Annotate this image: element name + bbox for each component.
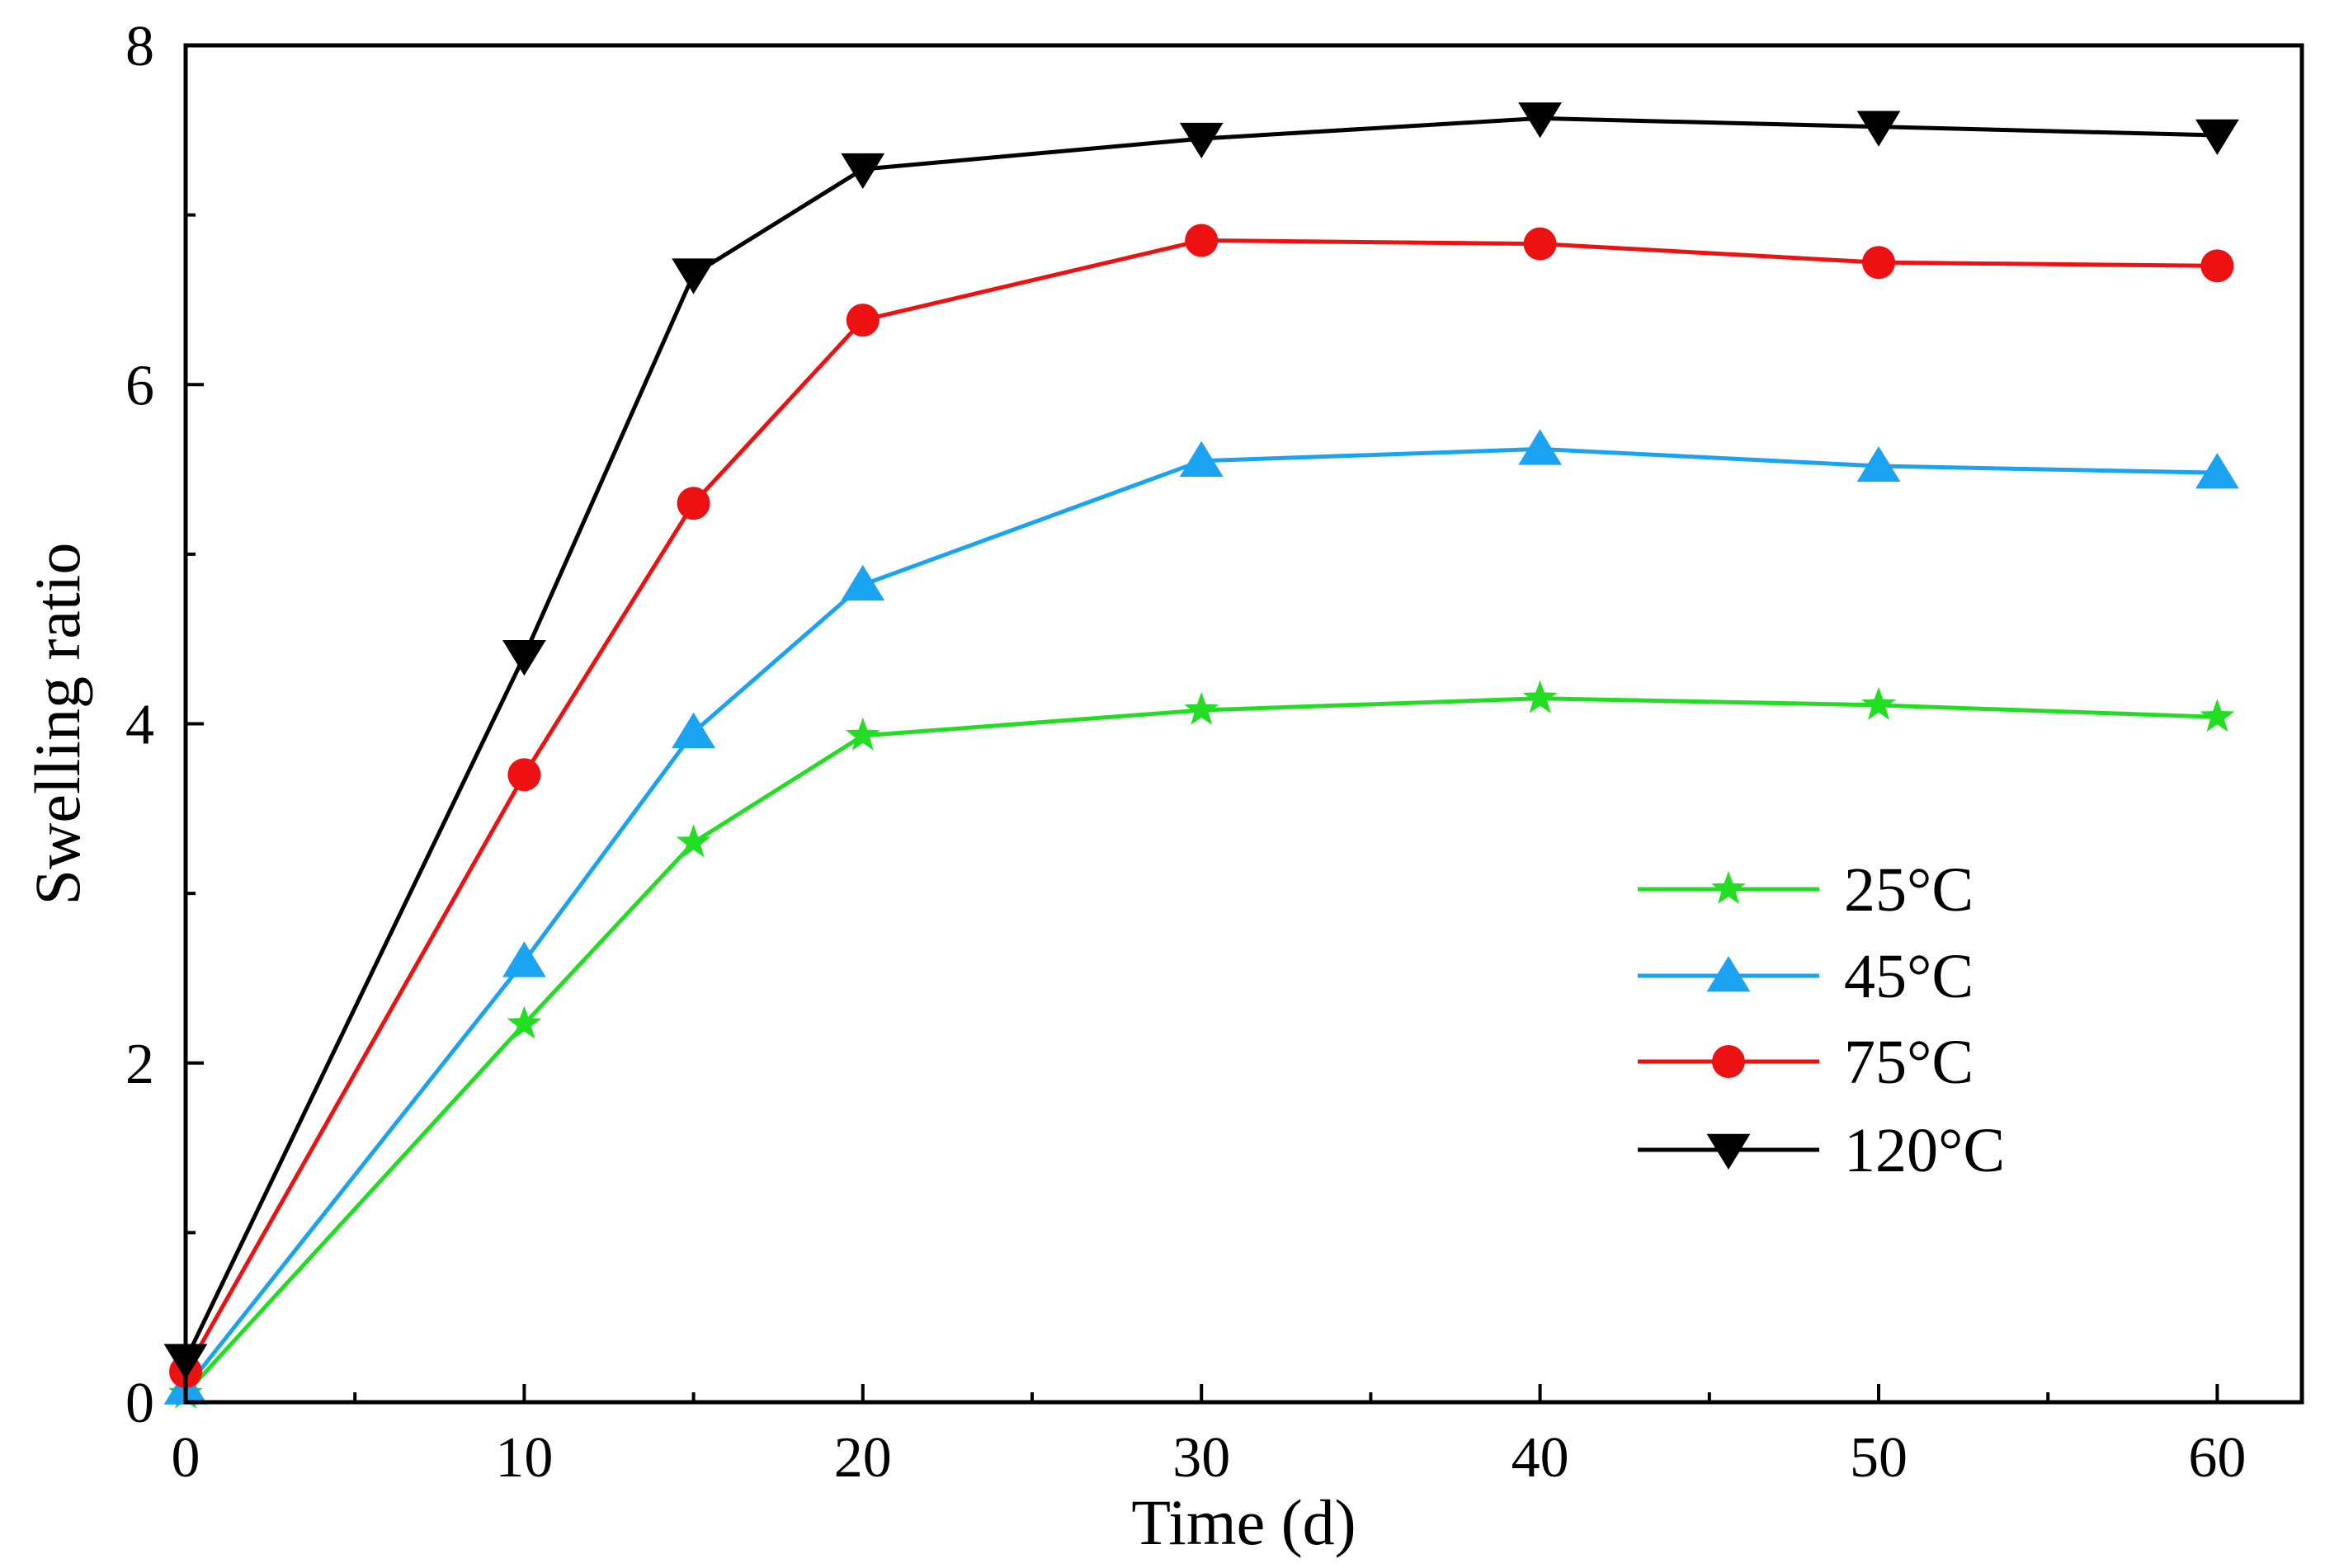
legend-label: 45°C <box>1844 942 1974 1011</box>
x-tick-label: 30 <box>1172 1426 1230 1490</box>
y-axis-title: Swelling ratio <box>21 543 93 906</box>
series-75C <box>169 224 2234 1388</box>
circle-marker <box>1862 246 1895 280</box>
triangle-down-marker <box>672 258 715 294</box>
series-line <box>184 446 2218 1391</box>
circle-marker <box>1712 1045 1745 1078</box>
x-tick-label: 60 <box>2188 1426 2246 1490</box>
legend-marker-star-icon <box>1711 871 1746 904</box>
circle-marker <box>1523 227 1557 261</box>
triangle-marker <box>841 564 885 601</box>
triangle-marker <box>1856 445 1901 483</box>
legend-item-45c: 45°C <box>1638 942 1974 1011</box>
star-marker <box>1711 871 1746 904</box>
y-tick-label: 2 <box>125 1033 154 1096</box>
triangle-down-marker <box>1856 111 1901 147</box>
circle-marker <box>846 304 880 337</box>
triangle-marker <box>1706 956 1751 992</box>
series-line <box>184 696 2218 1396</box>
legend-item-120c: 120°C <box>1638 1116 2005 1185</box>
x-tick-label: 40 <box>1511 1426 1569 1490</box>
star-marker <box>2200 699 2235 732</box>
plot-frame <box>183 43 2304 1405</box>
triangle-down-marker <box>502 640 546 676</box>
x-tick-label: 20 <box>834 1426 892 1490</box>
legend-item-25c: 25°C <box>1638 855 1974 925</box>
legend-item-75c: 75°C <box>1638 1028 1974 1097</box>
circle-marker <box>677 487 710 520</box>
circle-marker <box>1185 224 1219 257</box>
legend-label: 25°C <box>1844 855 1974 925</box>
legend: 25°C 45°C 75°C 120°C <box>1638 855 2005 1185</box>
y-tick-label: 8 <box>125 15 154 78</box>
series-line <box>183 115 2218 1361</box>
star-marker <box>1522 680 1558 713</box>
legend-marker-circle-icon <box>1712 1045 1745 1078</box>
series-45C <box>163 429 2239 1405</box>
triangle-down-marker <box>2195 119 2239 155</box>
triangle-marker <box>2195 453 2239 489</box>
star-marker <box>1184 692 1219 725</box>
x-tick-label: 10 <box>495 1426 553 1490</box>
legend-marker-triangle-icon <box>1706 956 1751 992</box>
data-series <box>163 102 2239 1409</box>
triangle-down-marker <box>1518 102 1562 139</box>
x-tick-label: 50 <box>1850 1426 1908 1490</box>
star-marker <box>676 824 711 858</box>
legend-label: 120°C <box>1844 1116 2005 1185</box>
star-marker <box>845 717 880 751</box>
triangle-marker <box>672 712 715 748</box>
triangle-down-marker <box>841 153 885 190</box>
circle-marker <box>507 758 541 792</box>
star-marker <box>507 1005 542 1039</box>
series-line <box>183 238 2218 1373</box>
circle-marker <box>2200 249 2234 283</box>
series-120C <box>163 102 2239 1380</box>
triangle-down-marker <box>1179 122 1224 159</box>
legend-marker-triangle-down-icon <box>1706 1133 1751 1170</box>
y-tick-label: 0 <box>125 1372 154 1435</box>
triangle-down-marker <box>1706 1133 1751 1170</box>
legend-label: 75°C <box>1844 1028 1974 1097</box>
y-tick-label: 6 <box>125 354 154 417</box>
triangle-marker <box>1518 429 1562 465</box>
x-axis-title: Time (d) <box>1131 1486 1356 1558</box>
x-tick-label: 0 <box>172 1426 200 1490</box>
star-marker <box>1861 686 1896 720</box>
axis-ticks: 0 10 20 30 40 50 60 0 2 4 6 8 <box>125 15 2246 1490</box>
y-tick-label: 4 <box>125 694 154 757</box>
triangle-marker <box>502 941 546 977</box>
triangle-marker <box>1179 440 1224 477</box>
